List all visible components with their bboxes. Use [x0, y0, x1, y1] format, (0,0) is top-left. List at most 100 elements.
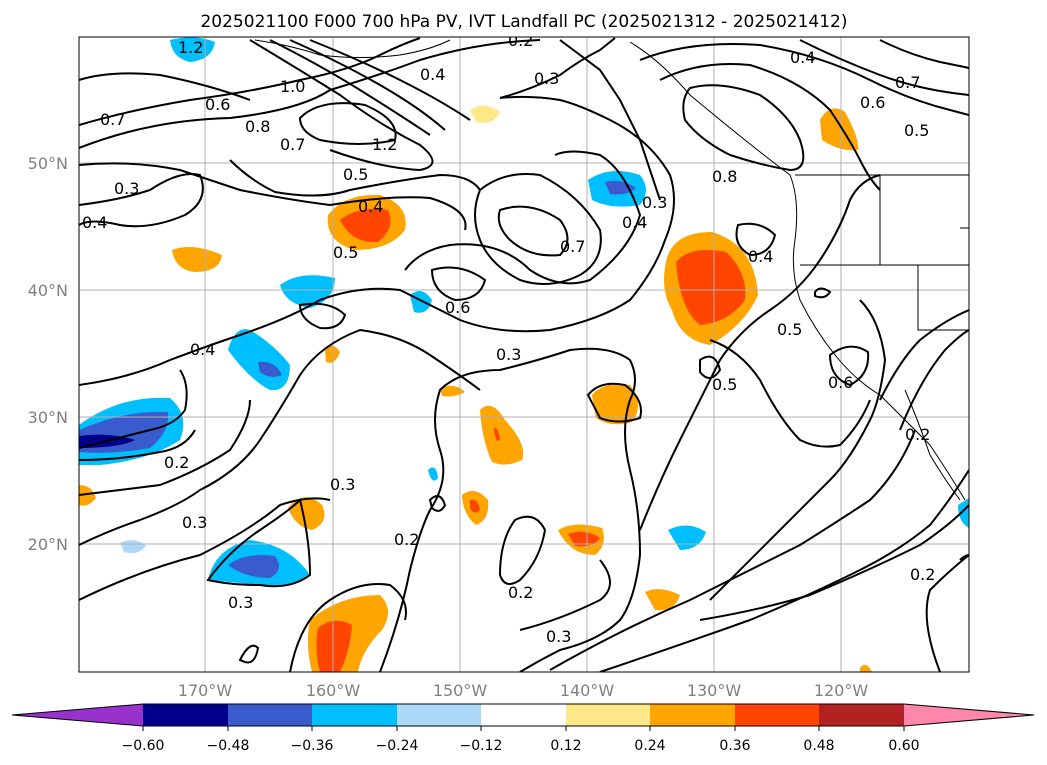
pos-blob: [645, 589, 680, 611]
colorbar-segment: [312, 704, 397, 726]
contour-label: 0.6: [860, 93, 885, 112]
pos-blob: [494, 427, 500, 441]
pos-blob: [440, 385, 465, 397]
contour-label: 0.4: [622, 213, 647, 232]
lat-label: 30°N: [28, 408, 68, 427]
lat-label: 40°N: [28, 281, 68, 300]
colorbar-tick-label: 0.60: [888, 738, 919, 754]
contour-label: 1.0: [280, 77, 305, 96]
pos-blob: [470, 105, 500, 123]
colorbar-tick-label: −0.60: [122, 738, 165, 754]
gridlines: [79, 37, 969, 672]
contour-label: 0.7: [895, 73, 920, 92]
contour-label: 0.3: [642, 193, 667, 212]
pos-blob: [172, 246, 222, 272]
lon-label: 160°W: [306, 681, 361, 700]
neg-blob: [428, 467, 438, 481]
colorbar-tick-label: −0.24: [376, 738, 419, 754]
contour-label: 0.4: [190, 340, 215, 359]
lat-label: 20°N: [28, 535, 68, 554]
contour-label: 0.3: [534, 69, 559, 88]
contour-label: 0.3: [114, 179, 139, 198]
colorbar-segment: [819, 704, 904, 726]
colorbar-segment: [228, 704, 312, 726]
neg-blob: [120, 539, 146, 554]
colorbar: −0.60 −0.48 −0.36 −0.24 −0.12 0.12 0.24 …: [11, 703, 1035, 754]
contour-label: 0.3: [496, 345, 521, 364]
map-panel: 1.2 0.2 0.4 0.3 0.4 0.7 0.6 0.5 1.0 0.6 …: [78, 31, 970, 673]
contour-label: 0.2: [508, 31, 533, 50]
contour-label: 0.7: [280, 135, 305, 154]
pos-blob: [470, 499, 480, 513]
colorbar-tick-label: 0.48: [803, 738, 834, 754]
lon-label: 140°W: [560, 681, 615, 700]
contour-label: 0.2: [905, 425, 930, 444]
lat-label: 50°N: [28, 154, 68, 173]
neg-blob: [170, 37, 215, 62]
pos-blob: [568, 531, 600, 547]
contour-label: 0.5: [343, 165, 368, 184]
colorbar-tick-label: −0.48: [207, 738, 250, 754]
contour-label: 0.4: [82, 213, 107, 232]
contour-label: 0.5: [904, 121, 929, 140]
contour-label: 0.6: [205, 95, 230, 114]
contour-label: 0.8: [712, 167, 737, 186]
contour-label: 0.4: [748, 247, 773, 266]
colorbar-tick-label: 0.24: [634, 738, 665, 754]
contour-label: 0.3: [546, 627, 571, 646]
contour-label: 0.2: [910, 565, 935, 584]
colorbar-ticks: [142, 726, 905, 731]
colorbar-tick-label: −0.12: [460, 738, 503, 754]
contour-label: 0.3: [182, 513, 207, 532]
neg-blob: [410, 291, 432, 313]
contour-label: 0.3: [228, 593, 253, 612]
contour-label: 1.2: [178, 38, 203, 57]
pos-blob: [79, 485, 96, 506]
colorbar-low-extension: [12, 704, 143, 726]
figure-title: 2025021100 F000 700 hPa PV, IVT Landfall…: [200, 12, 847, 32]
contour-label: 0.5: [333, 243, 358, 262]
colorbar-segment: [650, 704, 735, 726]
contour-label: 0.6: [445, 298, 470, 317]
coastlines: [254, 39, 969, 501]
contour-label: 0.4: [420, 65, 445, 84]
contour-label: 0.7: [560, 237, 585, 256]
contour-label: 0.2: [394, 530, 419, 549]
pos-blob: [340, 208, 391, 243]
contour-label: 0.8: [245, 117, 270, 136]
lon-label: 170°W: [178, 681, 233, 700]
neg-blob: [958, 498, 969, 528]
neg-blob: [258, 361, 282, 377]
contour-labels: 1.2 0.2 0.4 0.3 0.4 0.7 0.6 0.5 1.0 0.6 …: [82, 31, 935, 646]
lon-label: 130°W: [687, 681, 742, 700]
pos-blob: [480, 405, 524, 465]
colorbar-segment: [566, 704, 650, 726]
contour-label: 0.2: [508, 583, 533, 602]
contour-label: 0.5: [712, 375, 737, 394]
colorbar-high-extension: [904, 704, 1034, 726]
contour-label: 0.7: [100, 110, 125, 129]
contour-label: 0.4: [790, 48, 815, 67]
colorbar-tick-label: −0.36: [291, 738, 334, 754]
colorbar-tick-label: 0.12: [550, 738, 581, 754]
positive-shading: [79, 105, 872, 672]
colorbar-tick-label: 0.36: [719, 738, 750, 754]
contour-label: 0.4: [358, 197, 383, 216]
map-frame: [78, 36, 970, 673]
lon-label: 120°W: [814, 681, 869, 700]
contour-label: 0.5: [777, 320, 802, 339]
colorbar-segment: [143, 704, 228, 726]
pos-blob: [676, 249, 746, 325]
colorbar-segment: [481, 704, 566, 726]
contour-label: 0.6: [828, 373, 853, 392]
contour-label: 1.2: [372, 135, 397, 154]
colorbar-segment: [397, 704, 481, 726]
latitude-labels: 50°N 40°N 30°N 20°N: [28, 154, 68, 554]
contour-label: 0.3: [330, 475, 355, 494]
pos-blob: [288, 497, 325, 530]
pv-contours: [79, 37, 969, 672]
neg-blob: [605, 180, 636, 195]
neg-blob: [228, 555, 279, 578]
colorbar-segment: [735, 704, 819, 726]
